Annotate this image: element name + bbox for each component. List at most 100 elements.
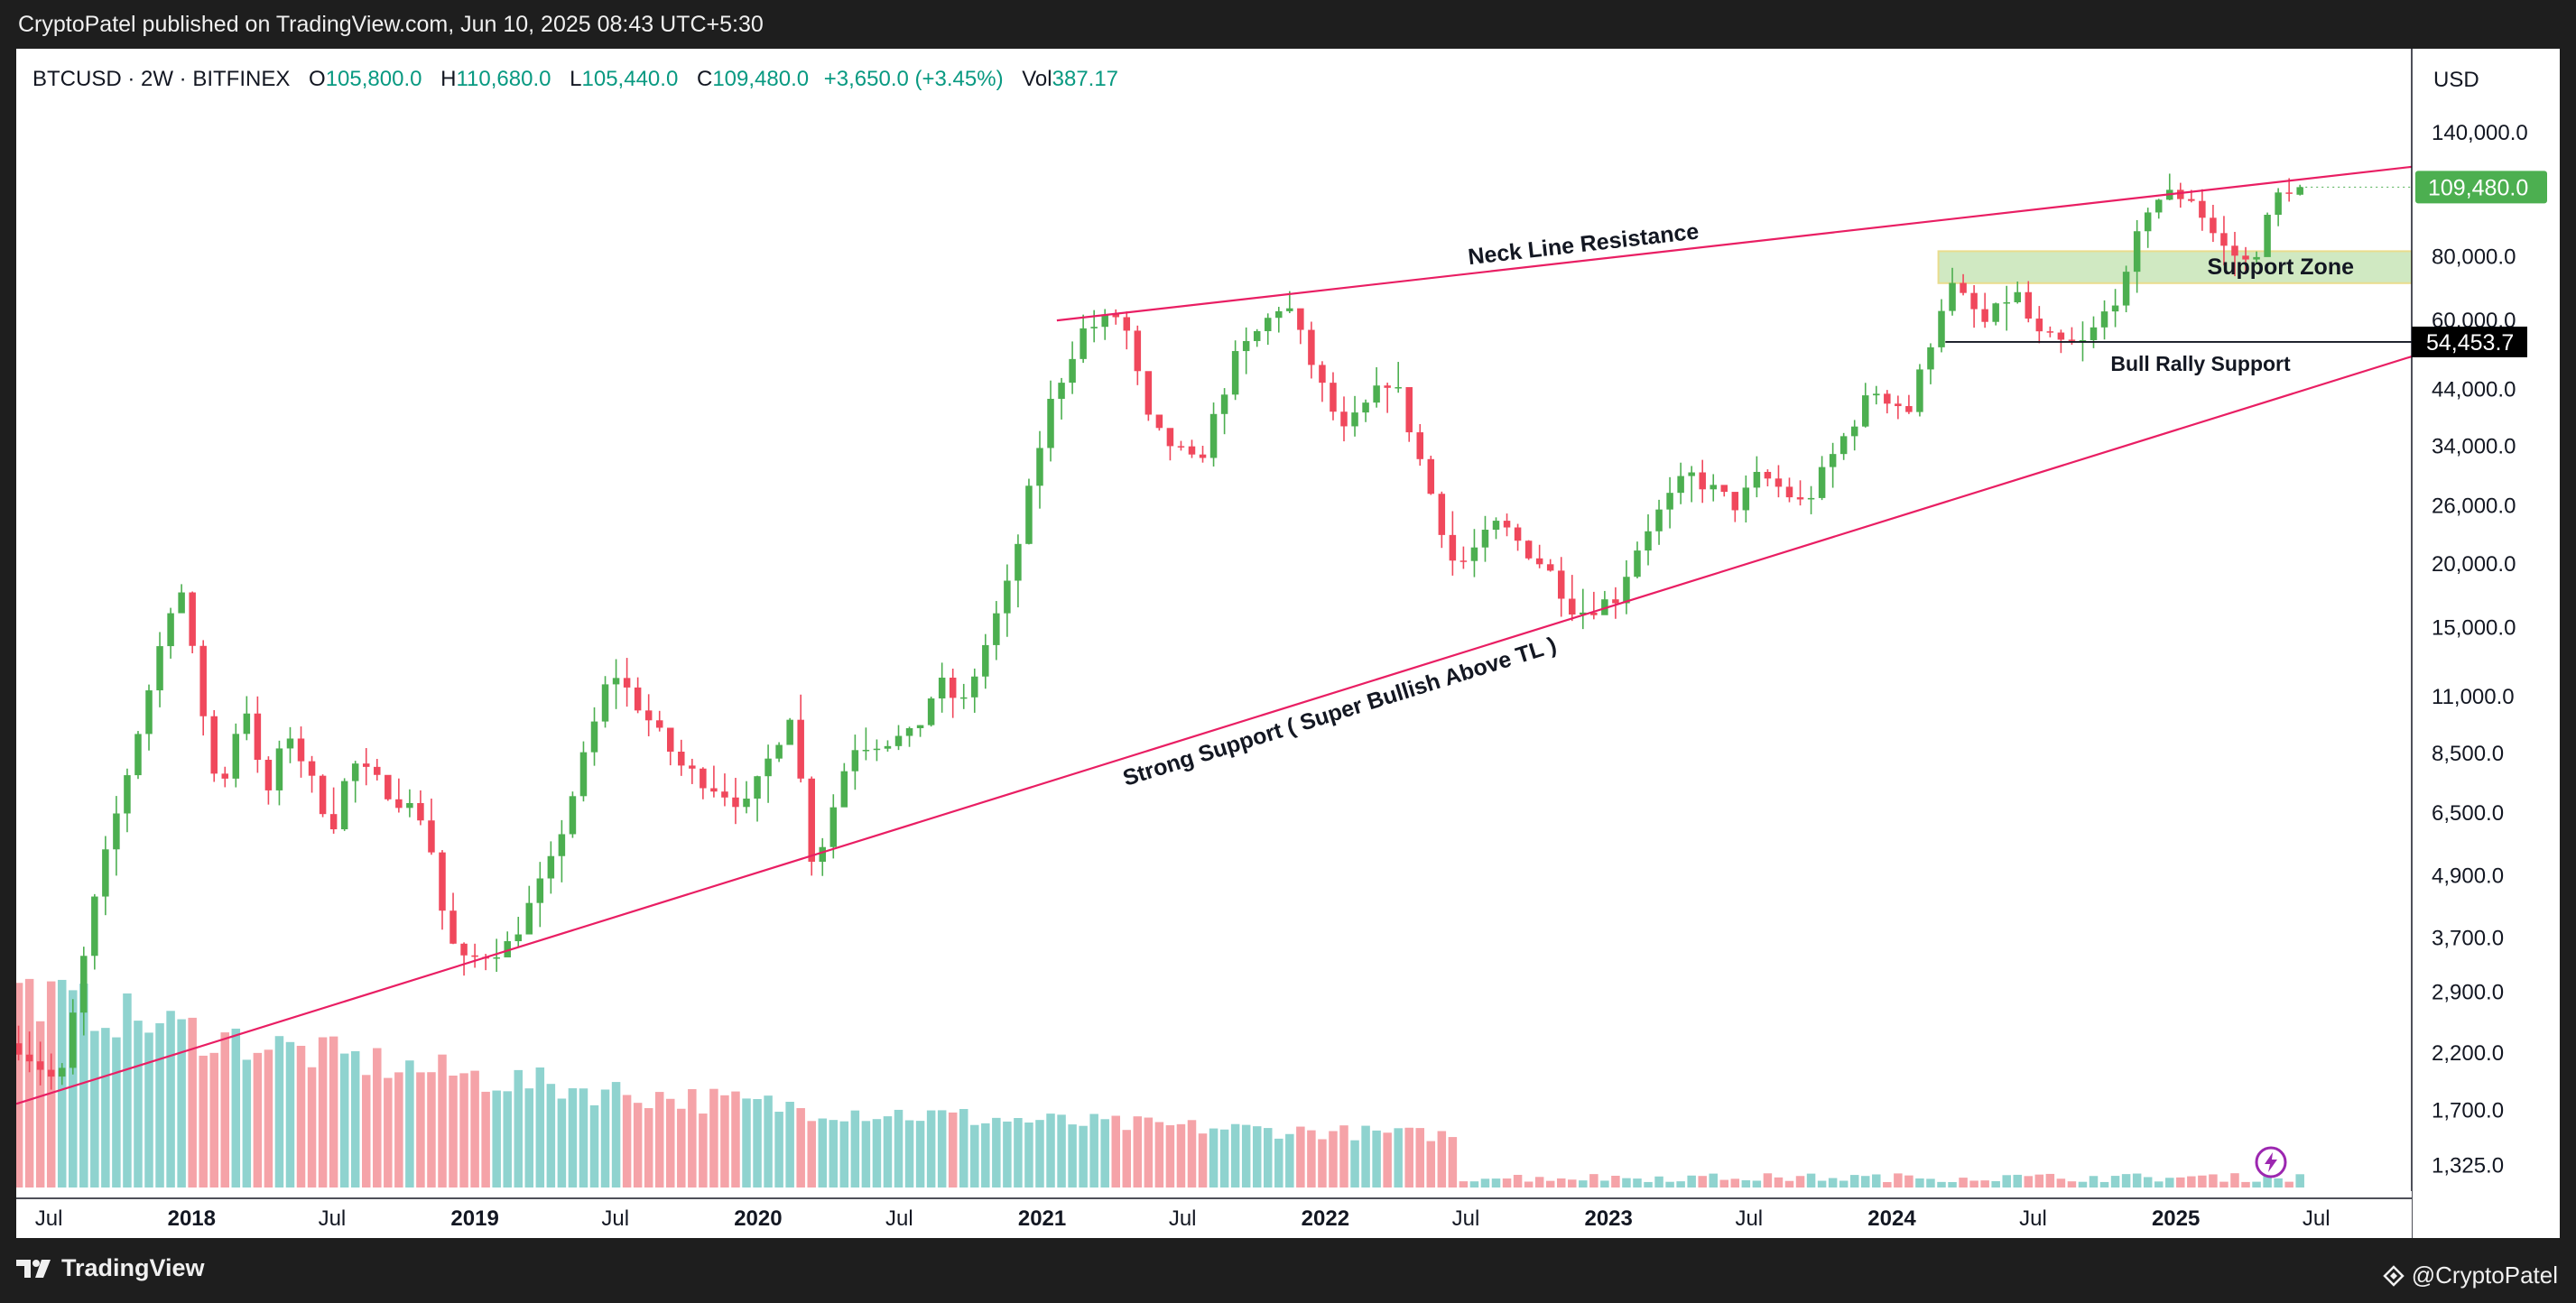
volume-bar (796, 1108, 805, 1187)
candle-body (385, 774, 392, 799)
candle-body (374, 766, 381, 775)
candle-body (2100, 311, 2108, 328)
price-chart[interactable]: Support Zone Neck Line Resistance Strong S… (16, 49, 2560, 1238)
volume-bar (155, 1022, 164, 1187)
candle-body (1231, 351, 1239, 395)
volume-bar (2176, 1177, 2185, 1187)
volume-bar (1079, 1125, 1088, 1187)
volume-bar (1534, 1177, 1544, 1187)
candle-body (2296, 187, 2303, 195)
candle-body (514, 934, 522, 942)
candle-body (189, 592, 196, 646)
candle-body (1557, 570, 1565, 599)
candle-body (525, 902, 533, 935)
volume-bar (144, 1032, 153, 1187)
candle-body (134, 734, 142, 776)
volume-bar (904, 1120, 914, 1187)
last-price-tag (2415, 171, 2547, 204)
chart-area[interactable]: Support Zone Neck Line Resistance Strong S… (16, 49, 2560, 1238)
tradingview-logo-icon (16, 1259, 51, 1278)
volume-bar (1024, 1122, 1033, 1187)
volume-bar (2274, 1178, 2283, 1187)
volume-bar (1187, 1120, 1197, 1187)
volume-bar (1545, 1180, 1555, 1187)
candle-body (743, 799, 750, 808)
volume-bar (2013, 1174, 2023, 1187)
volume-bar (459, 1073, 468, 1187)
candle-body (678, 752, 685, 766)
volume-bar (644, 1108, 653, 1187)
volume-bar (1264, 1128, 1273, 1187)
candle-body (2122, 272, 2130, 306)
volume-bar (1057, 1114, 1066, 1187)
candle-body (634, 687, 642, 711)
volume-bar (1687, 1175, 1696, 1187)
volume-bar (1046, 1114, 1055, 1187)
candle-body (601, 684, 609, 722)
volume-bar (2132, 1173, 2142, 1187)
candle-body (351, 763, 359, 781)
volume-bar (318, 1037, 328, 1187)
volume-bar (742, 1098, 751, 1187)
candle-body (1319, 365, 1326, 384)
volume-bar (1035, 1120, 1044, 1187)
time-tick-label: Jul (2303, 1206, 2330, 1231)
price-axis-bg (2412, 49, 2560, 1238)
volume-bar (416, 1072, 425, 1187)
flash-icon[interactable] (2254, 1145, 2288, 1179)
candle-body (1340, 411, 1348, 427)
candle-body (732, 797, 739, 808)
time-tick-label: 2024 (1867, 1206, 1916, 1231)
candle-body (754, 776, 761, 799)
volume-bar (492, 1090, 501, 1187)
volume-bar (1176, 1123, 1186, 1187)
candle-body (16, 1043, 23, 1055)
candle-body (264, 760, 273, 790)
candle-body (319, 775, 327, 815)
volume-bar (1089, 1114, 1098, 1187)
volume-bar (1611, 1175, 1620, 1187)
candle-body (1764, 471, 1772, 479)
volume-bar (1307, 1130, 1316, 1187)
volume-bar (90, 1030, 99, 1187)
volume-bar (535, 1067, 545, 1187)
volume-bar (1068, 1124, 1077, 1187)
tradingview-logo[interactable]: TradingView (16, 1254, 205, 1282)
candle-body (2133, 231, 2141, 273)
volume-bar (818, 1118, 828, 1187)
candle-body (1058, 383, 1065, 399)
volume-bar (1622, 1178, 1631, 1187)
volume-bar (2230, 1173, 2239, 1187)
candle-body (894, 735, 903, 746)
candle-body (1524, 541, 1533, 559)
candle-body (1080, 328, 1087, 359)
candle-body (1970, 292, 1978, 310)
volume-bar (959, 1109, 968, 1187)
candle-body (764, 758, 772, 777)
candle-body (1905, 406, 1913, 412)
volume-bar (2209, 1174, 2218, 1187)
volume-bar (1361, 1125, 1370, 1187)
candle-body (1144, 371, 1153, 415)
volume-bar (1122, 1130, 1132, 1187)
axes-layer: USD140,000.080,000.060,000.044,000.034,0… (16, 49, 2560, 1238)
candle-body (58, 1067, 66, 1077)
price-axis-currency: USD (2433, 68, 2479, 92)
candle-body (655, 720, 663, 728)
volume-bar (1133, 1116, 1143, 1187)
candle-body (2035, 319, 2043, 332)
volume-bar (1252, 1126, 1262, 1187)
volume-bar (69, 990, 78, 1187)
volume-bar (350, 1050, 360, 1187)
volume-bar (589, 1104, 599, 1187)
volume-bar (1980, 1180, 1989, 1187)
volume-bar (79, 984, 88, 1187)
volume-bar (1741, 1179, 1751, 1187)
volume-bar (1730, 1178, 1740, 1187)
volume-bar (253, 1052, 263, 1187)
candle-body (1710, 485, 1717, 490)
candle-body (2090, 327, 2098, 340)
volume-bar (622, 1095, 632, 1187)
symbol-label[interactable]: BTCUSD · 2W · BITFINEX (32, 67, 291, 91)
volume-bar (883, 1116, 893, 1187)
